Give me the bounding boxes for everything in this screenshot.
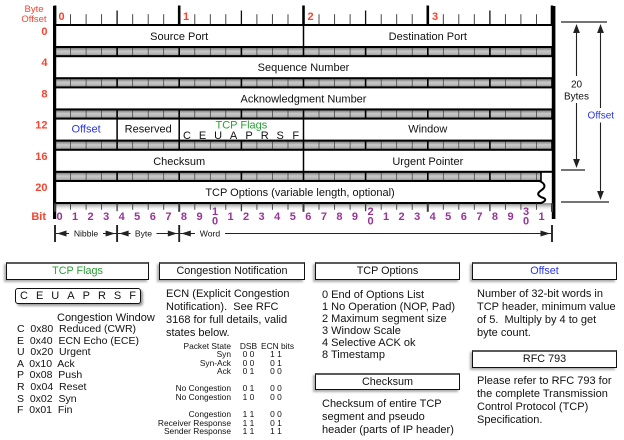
svg-text:Urgent Pointer: Urgent Pointer <box>392 156 463 168</box>
svg-text:TCP Options (variable length,: TCP Options (variable length, optional) <box>205 187 394 199</box>
svg-text:3: 3 <box>259 211 265 223</box>
svg-text:7: 7 <box>321 211 327 223</box>
svg-text:Nibble: Nibble <box>74 229 99 239</box>
svg-text:7: 7 <box>165 211 171 223</box>
svg-text:Offset: Offset <box>588 111 615 122</box>
svg-text:Offset: Offset <box>72 124 101 136</box>
svg-text:Reserved: Reserved <box>125 124 172 136</box>
svg-text:2: 2 <box>88 211 94 223</box>
svg-text:1: 1 <box>212 206 218 218</box>
svg-text:5: 5 <box>290 211 296 223</box>
svg-text:Destination Port: Destination Port <box>389 31 467 43</box>
svg-text:3: 3 <box>414 211 420 223</box>
svg-text:Word: Word <box>200 229 221 239</box>
svg-text:4: 4 <box>41 57 48 69</box>
svg-text:7: 7 <box>476 211 482 223</box>
svg-text:R: R <box>261 130 269 142</box>
svg-text:2: 2 <box>367 206 373 218</box>
svg-text:U: U <box>214 130 222 142</box>
svg-text:1: 1 <box>228 211 234 223</box>
svg-text:12: 12 <box>35 120 47 132</box>
svg-text:TCP Flags: TCP Flags <box>216 119 268 131</box>
svg-text:8: 8 <box>336 211 342 223</box>
svg-text:5: 5 <box>134 211 140 223</box>
svg-text:Bit: Bit <box>31 211 46 223</box>
svg-text:4: 4 <box>274 211 281 223</box>
svg-text:Bytes: Bytes <box>564 92 589 103</box>
svg-text:Source Port: Source Port <box>150 31 208 43</box>
svg-text:Acknowledgment Number: Acknowledgment Number <box>241 93 367 105</box>
svg-text:Window: Window <box>408 124 447 136</box>
svg-text:F: F <box>292 130 299 142</box>
svg-text:P: P <box>245 130 252 142</box>
svg-text:Byte: Byte <box>135 229 152 239</box>
svg-text:0: 0 <box>212 216 218 228</box>
svg-text:4: 4 <box>430 211 437 223</box>
svg-text:C: C <box>183 130 191 142</box>
svg-text:6: 6 <box>305 211 311 223</box>
svg-text:1: 1 <box>538 211 544 223</box>
svg-text:A: A <box>230 130 238 142</box>
svg-text:3: 3 <box>432 11 438 23</box>
svg-text:20: 20 <box>35 182 47 194</box>
svg-text:0: 0 <box>367 216 373 228</box>
svg-text:2: 2 <box>399 211 405 223</box>
svg-text:0: 0 <box>56 211 62 223</box>
svg-text:1: 1 <box>72 211 78 223</box>
svg-text:9: 9 <box>352 211 358 223</box>
svg-text:8: 8 <box>181 211 187 223</box>
svg-text:0: 0 <box>41 26 47 38</box>
svg-text:16: 16 <box>35 151 47 163</box>
svg-text:Checksum: Checksum <box>153 156 205 168</box>
svg-text:Offset: Offset <box>21 14 47 25</box>
svg-text:1: 1 <box>183 11 189 23</box>
svg-text:3: 3 <box>523 206 529 218</box>
svg-text:2: 2 <box>308 11 314 23</box>
svg-text:5: 5 <box>445 211 451 223</box>
svg-text:9: 9 <box>196 211 202 223</box>
svg-text:3: 3 <box>103 211 109 223</box>
svg-text:6: 6 <box>150 211 156 223</box>
svg-text:4: 4 <box>119 211 126 223</box>
svg-text:0: 0 <box>59 11 65 23</box>
svg-text:Sequence Number: Sequence Number <box>258 62 350 74</box>
svg-text:2: 2 <box>243 211 249 223</box>
svg-text:E: E <box>199 130 206 142</box>
svg-text:8: 8 <box>492 211 498 223</box>
svg-text:8: 8 <box>41 88 47 100</box>
svg-text:9: 9 <box>507 211 513 223</box>
svg-text:Byte: Byte <box>24 4 43 15</box>
svg-text:6: 6 <box>461 211 467 223</box>
svg-text:1: 1 <box>383 211 389 223</box>
svg-text:S: S <box>277 130 284 142</box>
svg-text:20: 20 <box>571 80 583 91</box>
svg-text:0: 0 <box>523 216 529 228</box>
